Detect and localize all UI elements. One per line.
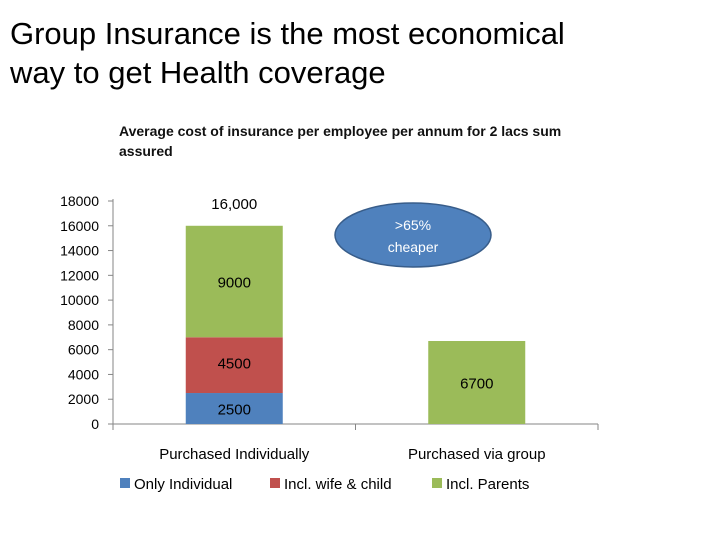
y-tick-label: 2000: [68, 391, 99, 407]
bar-segment: [185, 337, 283, 394]
y-tick-label: 16000: [60, 218, 99, 234]
y-tick-label: 18000: [60, 193, 99, 209]
y-tick-label: 14000: [60, 243, 99, 259]
bar-segment: [185, 393, 283, 424]
cheaper-callout-ellipse: [334, 202, 492, 268]
y-tick-label: 10000: [60, 292, 99, 308]
bar-segment: [185, 225, 283, 338]
slide-title-line1: Group Insurance is the most economical: [10, 16, 565, 51]
y-tick-label: 8000: [68, 317, 99, 333]
data-label: 9000: [218, 275, 251, 292]
slide-title-line2: way to get Health coverage: [10, 55, 386, 90]
legend-label: Incl. wife & child: [284, 476, 392, 493]
legend-label: Incl. Parents: [446, 476, 529, 493]
callout-line1: >65%: [395, 217, 431, 233]
bar-segment: [428, 340, 526, 424]
legend-label: Only Individual: [134, 476, 232, 493]
chart-title: Average cost of insurance per employee p…: [119, 123, 562, 159]
data-label: 2500: [218, 402, 251, 419]
callout-line2: cheaper: [388, 239, 439, 255]
total-label: 16,000: [211, 196, 257, 213]
legend-swatch: [432, 478, 442, 488]
y-tick-label: 6000: [68, 342, 99, 358]
data-label: 6700: [460, 375, 493, 392]
legend-swatch: [120, 478, 130, 488]
y-tick-label: 12000: [60, 267, 99, 283]
x-category-label: Purchased Individually: [159, 446, 310, 463]
slide-title: Group Insurance is the most economical w…: [10, 14, 710, 92]
data-label: 4500: [218, 355, 251, 372]
y-tick-label: 0: [91, 416, 99, 432]
y-tick-label: 4000: [68, 366, 99, 382]
x-category-label: Purchased via group: [408, 446, 546, 463]
legend-swatch: [270, 478, 280, 488]
